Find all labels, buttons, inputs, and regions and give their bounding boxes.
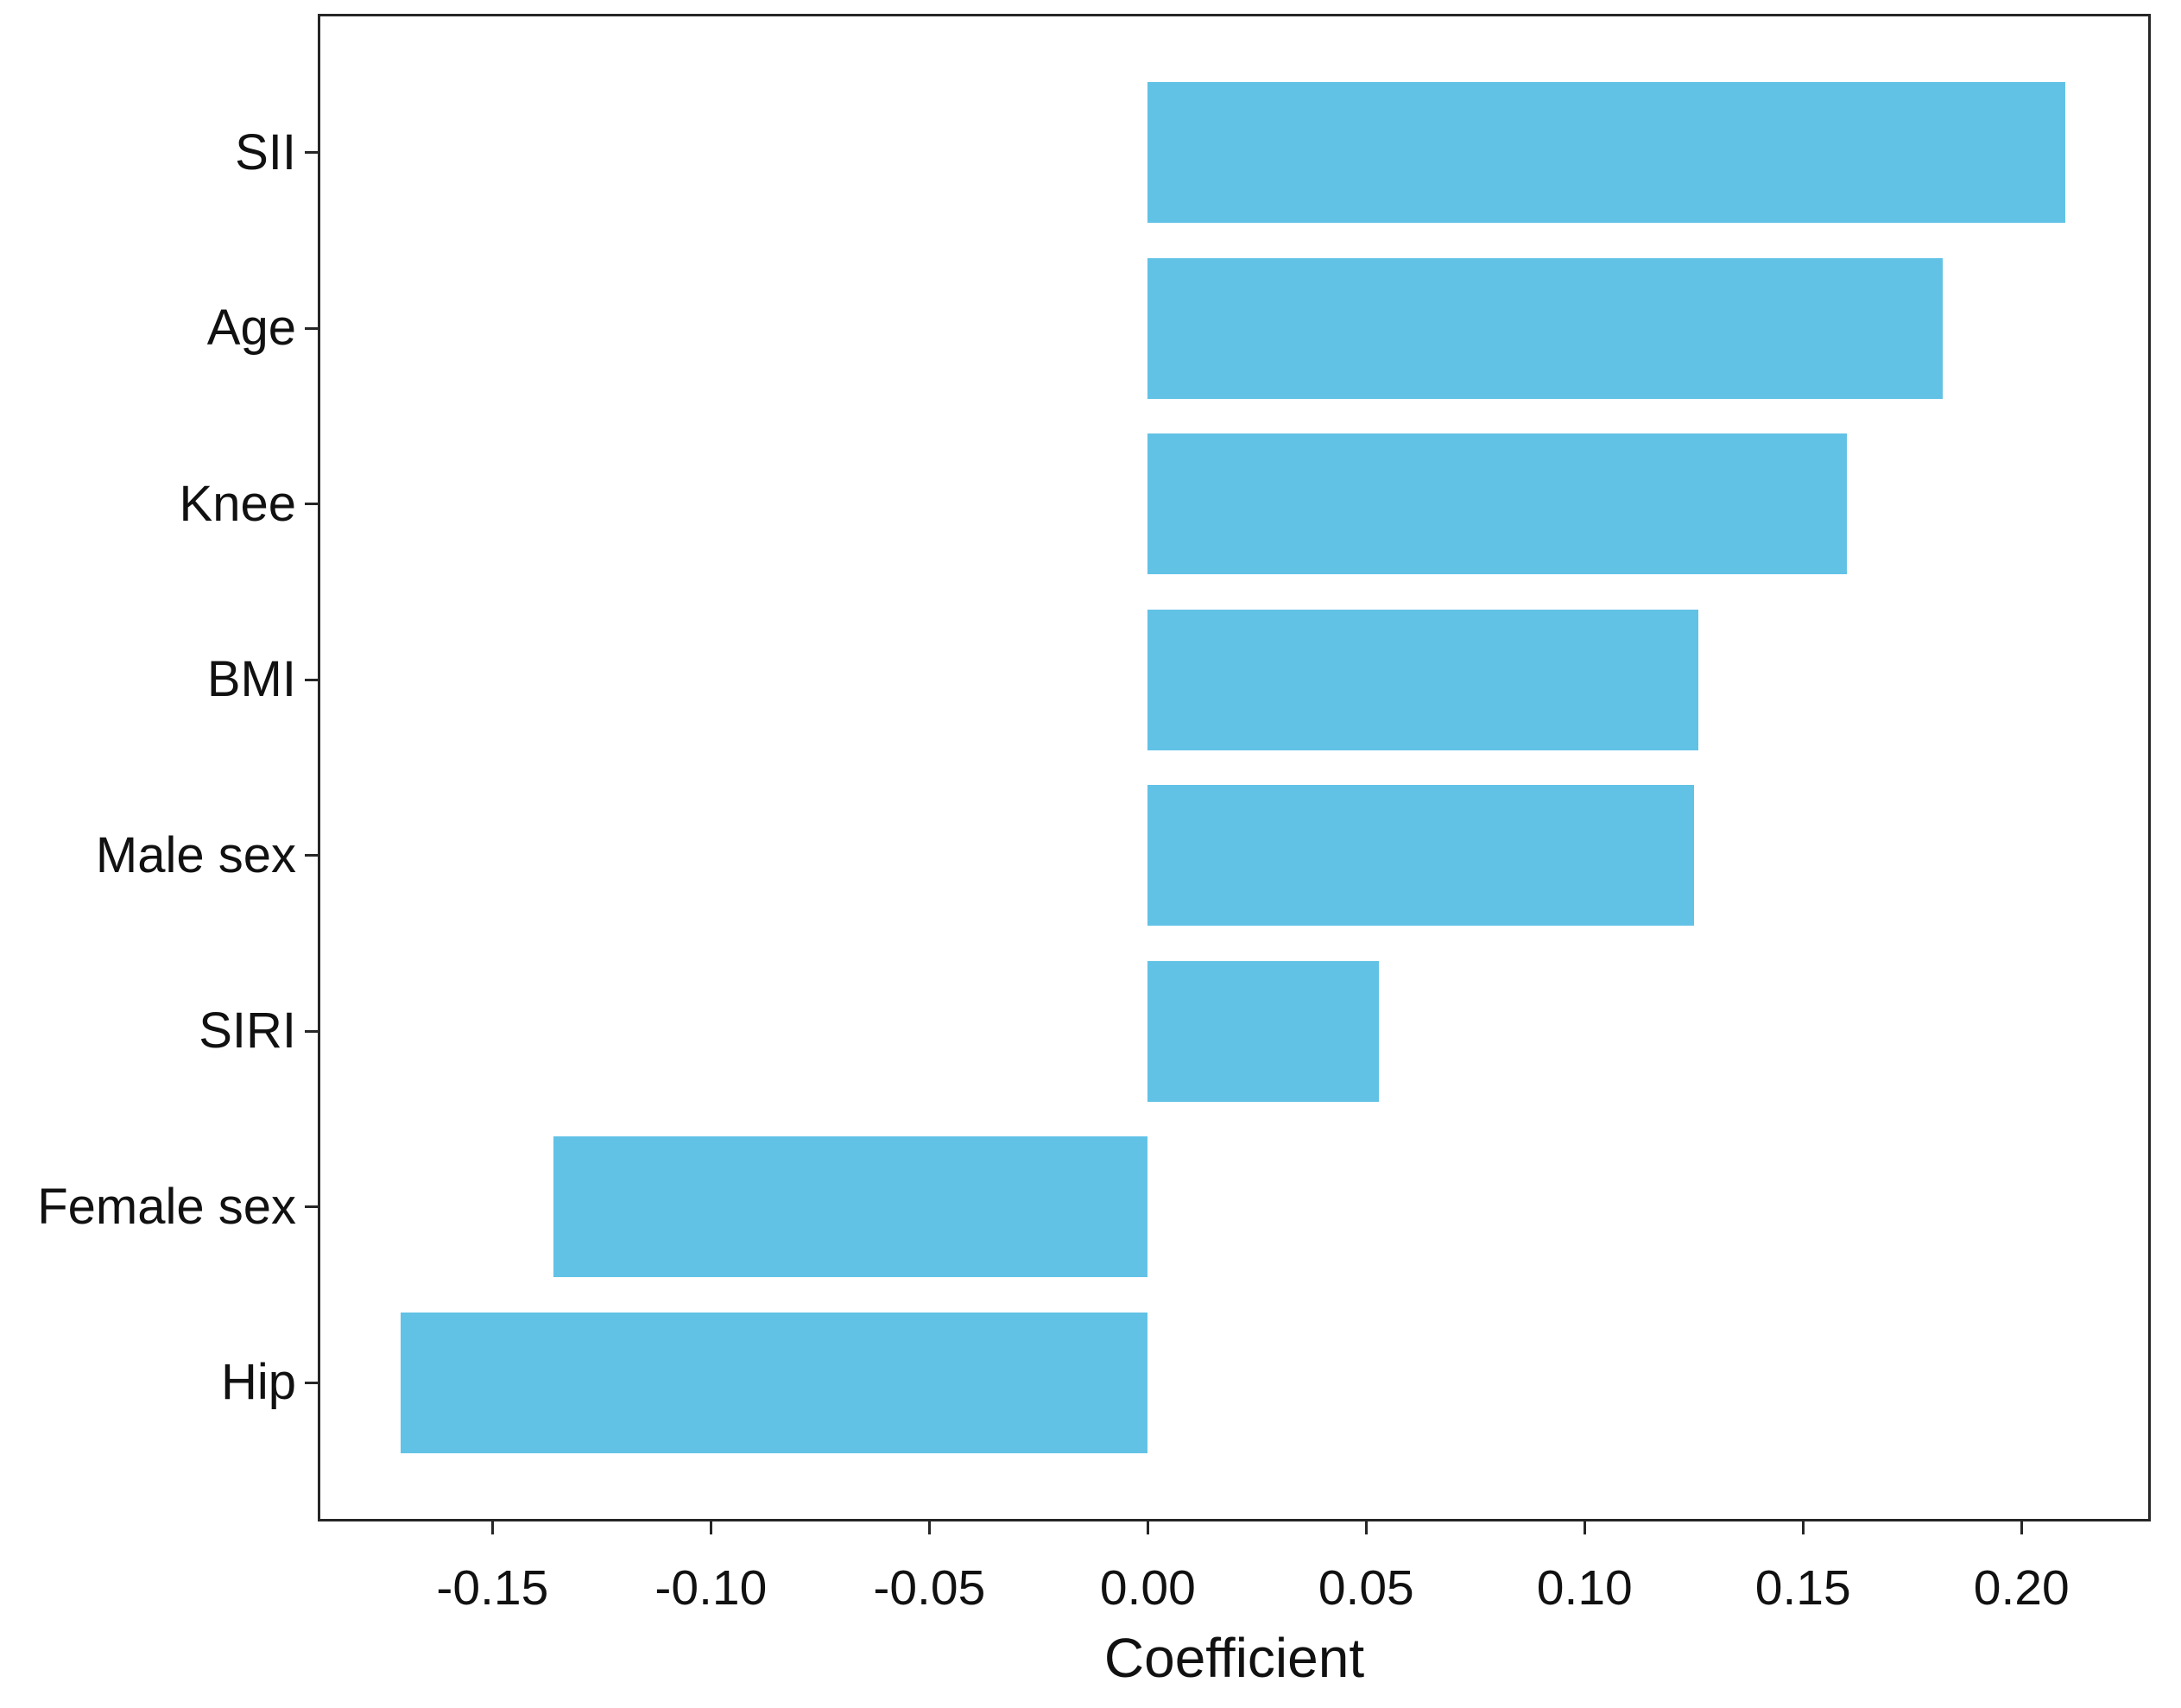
y-category-label: Knee <box>179 475 296 532</box>
x-tick-mark <box>709 1521 712 1534</box>
plot-area <box>318 14 2151 1521</box>
y-category-label: Male sex <box>95 826 296 883</box>
x-tick-mark <box>1801 1521 1805 1534</box>
x-tick-mark <box>1583 1521 1586 1534</box>
bar-sii <box>1147 82 2065 224</box>
bar-hip <box>401 1312 1148 1453</box>
x-tick-label: -0.15 <box>436 1560 549 1616</box>
y-tick-mark <box>305 678 318 681</box>
y-category-label: Female sex <box>37 1178 296 1235</box>
y-category-label: SII <box>235 123 296 180</box>
x-tick-mark <box>927 1521 931 1534</box>
bar-bmi <box>1147 609 1698 750</box>
y-tick-mark <box>305 151 318 155</box>
y-tick-mark <box>305 1029 318 1033</box>
x-tick-label: -0.10 <box>654 1560 768 1616</box>
y-tick-mark <box>305 1381 318 1384</box>
x-tick-label: 0.15 <box>1754 1560 1851 1616</box>
y-category-label: Hip <box>220 1354 296 1411</box>
x-tick-mark <box>2020 1521 2023 1534</box>
y-category-label: Age <box>206 300 296 357</box>
y-category-label: SIRI <box>199 1003 296 1060</box>
y-tick-mark <box>305 1205 318 1209</box>
x-tick-mark <box>1364 1521 1368 1534</box>
x-tick-label: 0.10 <box>1536 1560 1633 1616</box>
bar-siri <box>1147 960 1380 1102</box>
x-tick-mark <box>490 1521 494 1534</box>
y-category-label: BMI <box>206 651 296 708</box>
x-tick-label: 0.05 <box>1318 1560 1414 1616</box>
bar-male-sex <box>1147 785 1694 927</box>
y-tick-mark <box>305 326 318 330</box>
x-axis-title: Coefficient <box>1103 1627 1365 1689</box>
y-tick-mark <box>305 854 318 857</box>
x-tick-label: -0.05 <box>873 1560 986 1616</box>
x-tick-label: 0.00 <box>1099 1560 1196 1616</box>
bar-age <box>1147 257 1944 399</box>
x-tick-label: 0.20 <box>1973 1560 2070 1616</box>
bar-female-sex <box>553 1136 1148 1278</box>
x-tick-mark <box>1146 1521 1149 1534</box>
y-tick-mark <box>305 503 318 506</box>
bar-knee <box>1147 433 1847 575</box>
